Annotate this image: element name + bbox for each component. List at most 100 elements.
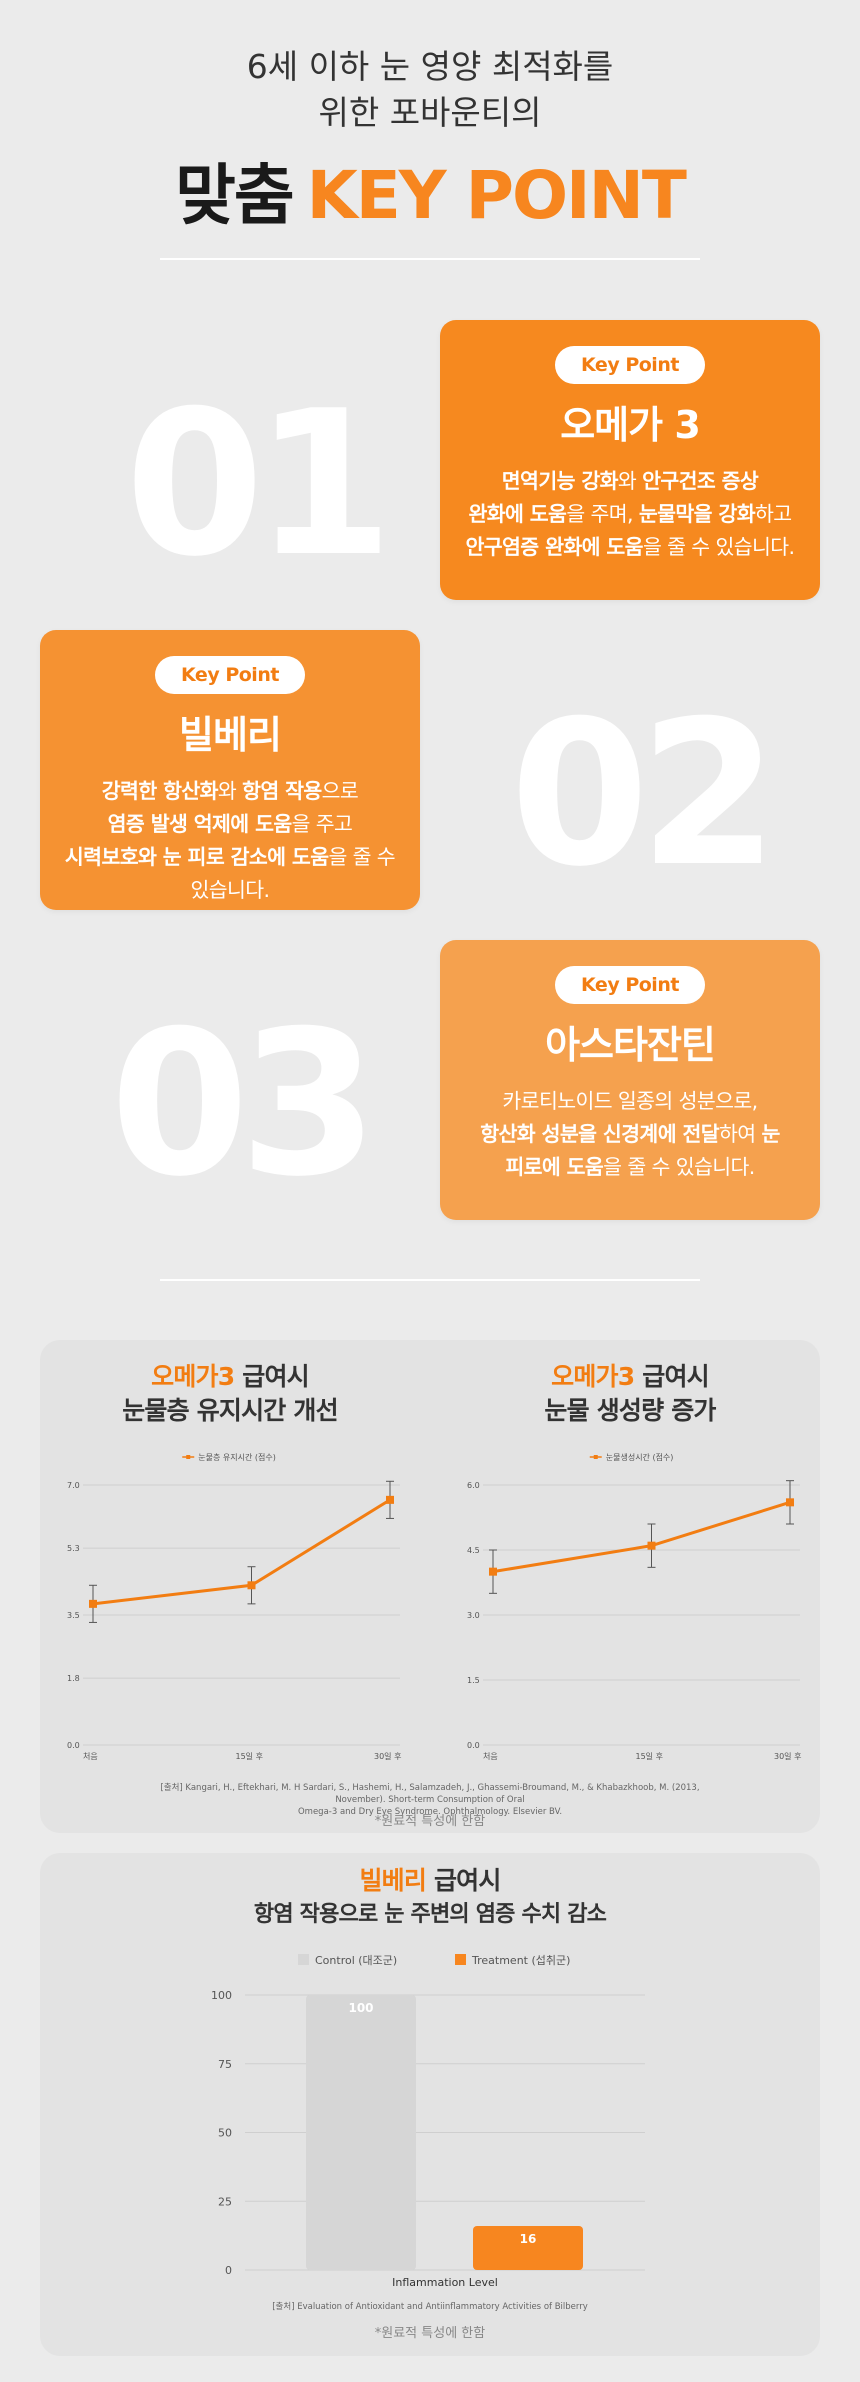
y-tick-label: 1.5	[467, 1676, 480, 1685]
y-tick-label: 4.5	[467, 1546, 480, 1555]
body-text: 을 주고	[291, 812, 353, 836]
y-tick-label: 1.8	[67, 1674, 80, 1683]
x-tick-label: 15일 후	[236, 1752, 263, 1761]
chart2-title-rest: 급여시	[634, 1362, 709, 1391]
legend-marker	[186, 1455, 191, 1459]
header-line2: 위한 포바운티의	[318, 93, 542, 132]
chart2-title: 오메가3 급여시 눈물 생성량 증가	[460, 1360, 800, 1428]
header-line1: 6세 이하 눈 영양 최적화를	[246, 47, 614, 86]
body-text: 하여	[719, 1122, 762, 1146]
point-number-01: 01	[125, 368, 393, 601]
inflammation-bar-chart: Control (대조군) Treatment (섭취군) 0 25 50 75 100 10…	[211, 1954, 645, 2289]
legend-swatch	[455, 1954, 466, 1965]
card-body-line: 카로티노이드 일종의 성분으로,	[462, 1085, 798, 1118]
card-body-line: 강력한 항산화와 항염 작용으로	[62, 775, 398, 808]
data-point	[489, 1567, 497, 1576]
x-tick-label: 30일 후	[374, 1752, 401, 1761]
card-body: 면역기능 강화와 안구건조 증상 완화에 도움을 주며, 눈물막을 강화하고 안구염…	[440, 465, 820, 564]
legend-label: Treatment (섭취군)	[471, 1954, 570, 1967]
chart2-title-line2: 눈물 생성량 증가	[544, 1396, 716, 1425]
key-point-card-3: Key Point 아스타잔틴 카로티노이드 일종의 성분으로, 항산화 성분을 …	[440, 940, 820, 1220]
bilberry-chart-panel	[40, 1853, 820, 2356]
key-point-card-1: Key Point 오메가 3 면역기능 강화와 안구건조 증상 완화에 도움을 …	[440, 320, 820, 600]
chart2-title-highlight: 오메가3	[551, 1362, 635, 1391]
body-text: 을 주며,	[566, 502, 639, 526]
x-axis-label: Inflammation Level	[392, 2276, 498, 2289]
bold-text: 눈	[761, 1122, 780, 1146]
series-line	[492, 1500, 791, 1574]
card-title: 빌베리	[179, 713, 282, 757]
citation-line1: [출처] Kangari, H., Eftekhari, M. H Sardar…	[160, 1783, 700, 1805]
y-tick-label: 3.5	[67, 1611, 80, 1620]
body-text: 을 줄 수 있습니다.	[603, 1155, 755, 1179]
chart1-title-line2: 눈물층 유지시간 개선	[122, 1396, 338, 1425]
y-tick-label: 25	[218, 2195, 232, 2208]
bold-text: 안구건조 증상	[642, 469, 759, 493]
bold-text: 안구염증 완화에 도움	[465, 535, 644, 559]
tear-production-chart: 눈물생성시간 (점수) 0.0 1.5 3.0 4.5 6.0 처음 15일 후 30일 후	[467, 1452, 801, 1761]
key-point-pill: Key Point	[555, 346, 705, 384]
body-text: 으로	[321, 779, 359, 803]
y-tick-label: 6.0	[467, 1481, 480, 1490]
point-number-03: 03	[110, 988, 378, 1221]
data-point	[786, 1498, 794, 1507]
citation-line2: Omega-3 and Dry Eye Syndrome. Ophthalmol…	[297, 1807, 563, 1817]
divider-top	[160, 258, 700, 260]
legend-label: 눈물층 유지시간 (점수)	[198, 1452, 276, 1462]
y-tick-label: 0.0	[67, 1741, 80, 1750]
body-text: 을 줄 수	[328, 845, 396, 869]
omega3-citation: [출처] Kangari, H., Eftekhari, M. H Sardar…	[150, 1782, 710, 1818]
card-body-line: 시력보호와 눈 피로 감소에 도움을 줄 수	[62, 841, 398, 874]
bar-value-label: 16	[520, 2232, 537, 2246]
bar	[473, 2226, 583, 2270]
y-tick-label: 0	[225, 2264, 232, 2277]
bold-text: 시력보호와 눈 피로 감소에 도움	[64, 845, 329, 869]
bilberry-title-highlight: 빌베리	[359, 1866, 427, 1895]
data-point	[247, 1581, 256, 1590]
omega3-charts-panel	[40, 1340, 820, 1833]
body-text: 와	[617, 469, 643, 493]
y-tick-label: 75	[218, 2058, 232, 2071]
bold-text: 강력한 항산화	[101, 779, 219, 803]
divider-middle	[160, 1279, 700, 1281]
x-tick-label: 30일 후	[774, 1752, 801, 1761]
card-title: 아스타잔틴	[545, 1023, 716, 1067]
card-body-line: 피로에 도움을 줄 수 있습니다.	[462, 1151, 798, 1184]
x-tick-label: 처음	[483, 1752, 498, 1761]
bold-text: 면역기능 강화	[501, 469, 619, 493]
legend-label: 눈물생성시간 (점수)	[606, 1452, 674, 1462]
bilberry-title-rest: 급여시	[426, 1866, 501, 1895]
header-subtitle: 6세 이하 눈 영양 최적화를 위한 포바운티의	[0, 44, 860, 136]
key-point-pill: Key Point	[555, 966, 705, 1004]
bold-text: 항산화 성분을 신경계에 전달	[480, 1122, 720, 1146]
data-point	[647, 1541, 656, 1550]
bold-text: 항염 작용	[242, 779, 322, 803]
card-body: 카로티노이드 일종의 성분으로, 항산화 성분을 신경계에 전달하여 눈 피로에 도…	[440, 1085, 820, 1184]
title-orange: KEY POINT	[306, 157, 687, 234]
card-body-line: 항산화 성분을 신경계에 전달하여 눈	[462, 1118, 798, 1151]
x-tick-label: 처음	[83, 1752, 98, 1761]
body-text: 와	[217, 779, 243, 803]
y-tick-label: 7.0	[67, 1481, 80, 1490]
y-tick-label: 50	[218, 2127, 232, 2140]
ingredient-note: *원료적 특성에 한함	[374, 1814, 486, 1829]
card-body-line: 면역기능 강화와 안구건조 증상	[462, 465, 798, 498]
y-tick-label: 5.3	[67, 1544, 80, 1553]
data-point	[386, 1495, 394, 1504]
legend-marker	[593, 1455, 598, 1459]
chart1-title: 오메가3 급여시 눈물층 유지시간 개선	[60, 1360, 400, 1428]
bilberry-citation: [출처] Evaluation of Antioxidant and Antii…	[272, 2302, 588, 2312]
card-body-line: 안구염증 완화에 도움을 줄 수 있습니다.	[462, 531, 798, 564]
ingredient-note: *원료적 특성에 한함	[374, 2326, 486, 2341]
y-tick-label: 3.0	[467, 1611, 480, 1620]
bold-text: 염증 발생 억제에 도움	[107, 812, 293, 836]
bar	[306, 1995, 416, 2270]
legend-swatch	[298, 1954, 309, 1965]
key-point-pill: Key Point	[155, 656, 305, 694]
chart1-title-highlight: 오메가3	[151, 1362, 235, 1391]
bold-text: 눈물막을 강화	[638, 502, 756, 526]
y-tick-label: 0.0	[467, 1741, 480, 1750]
page-title: 맞춤 KEY POINT	[0, 142, 860, 238]
body-text: 있습니다.	[190, 878, 271, 902]
card-body-line: 있습니다.	[62, 874, 398, 907]
